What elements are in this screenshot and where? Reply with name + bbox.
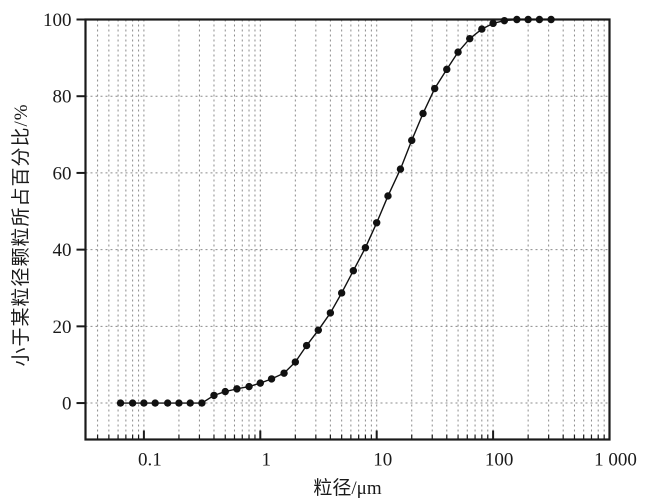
data-point	[535, 15, 544, 24]
y-tick-label: 40	[53, 240, 72, 261]
data-point	[524, 15, 532, 24]
data-point	[221, 387, 229, 396]
data-point	[245, 382, 253, 391]
data-point	[337, 289, 346, 297]
plot-frame	[84, 18, 611, 441]
data-point	[396, 165, 405, 173]
data-point	[326, 309, 335, 317]
data-point	[140, 399, 148, 407]
data-point	[256, 379, 264, 387]
data-point	[151, 399, 159, 407]
data-point	[454, 48, 462, 56]
data-point	[291, 358, 300, 366]
y-tick-label: 80	[53, 87, 72, 108]
data-point	[513, 15, 521, 24]
data-point	[280, 369, 288, 377]
data-point	[116, 399, 125, 407]
x-tick-label: 0.1	[138, 450, 162, 471]
data-point	[267, 375, 276, 383]
y-tick-label: 20	[53, 317, 72, 338]
data-point	[163, 399, 172, 407]
data-point	[361, 244, 370, 252]
series-line	[120, 18, 552, 404]
x-tick-label: 1	[262, 450, 272, 471]
data-point	[314, 326, 323, 334]
data-point	[349, 267, 358, 275]
data-point	[419, 109, 427, 118]
data-point	[547, 15, 555, 24]
x-tick-label: 1 000	[594, 450, 637, 471]
data-point	[384, 192, 392, 200]
x-axis-title: 粒径/μm	[313, 477, 381, 499]
data-point	[443, 65, 451, 74]
data-point	[302, 341, 311, 350]
x-tick-label: 10	[373, 450, 392, 471]
data-point	[466, 34, 474, 43]
x-tick-label: 100	[485, 450, 514, 471]
y-tick-label: 0	[62, 394, 72, 415]
data-point	[210, 391, 218, 400]
data-point	[128, 399, 137, 407]
data-point	[489, 19, 497, 28]
data-point	[431, 84, 439, 93]
data-point	[372, 219, 381, 227]
data-point	[478, 25, 486, 33]
data-point	[500, 16, 509, 25]
data-point	[186, 399, 194, 407]
y-tick-label: 60	[53, 163, 72, 184]
y-tick-label: 100	[43, 10, 72, 31]
data-point	[175, 399, 183, 407]
data-point	[198, 399, 206, 407]
y-axis-title: 小于某粒径颗粒所占百分比/%	[10, 103, 32, 366]
data-point	[233, 385, 241, 393]
data-point	[408, 136, 416, 145]
